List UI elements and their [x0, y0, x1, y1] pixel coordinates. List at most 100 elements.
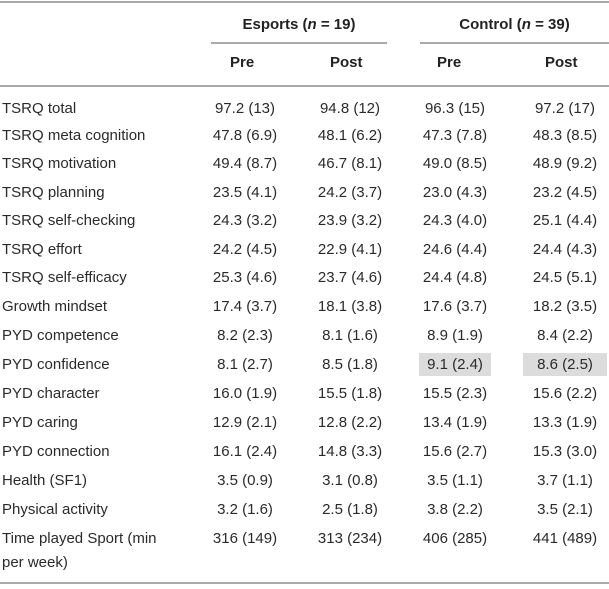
table-row: TSRQ self-checking 24.3 (3.2) 23.9 (3.2) 24… — [0, 208, 609, 237]
row-label: PYD connection — [2, 443, 110, 460]
table-row: PYD caring 12.9 (2.1) 12.8 (2.2) 13.4 (1.9)… — [0, 410, 609, 439]
cell-value: 15.5 (1.8) — [300, 385, 400, 402]
value-text: 9.1 (2.4) — [419, 353, 491, 376]
header-rule — [0, 85, 609, 87]
cell-value: 24.2 (3.7) — [300, 184, 400, 201]
value-text: 316 (149) — [212, 530, 278, 547]
row-label: PYD confidence — [2, 356, 110, 373]
cell-value: 3.7 (1.1) — [515, 472, 609, 489]
value-text: 8.5 (1.8) — [322, 356, 378, 373]
cell-value: 24.4 (4.8) — [405, 269, 505, 286]
value-text: 12.8 (2.2) — [317, 414, 383, 431]
value-text: 24.5 (5.1) — [532, 269, 598, 286]
value-text: 18.1 (3.8) — [317, 298, 383, 315]
cell-value: 3.8 (2.2) — [405, 501, 505, 518]
row-label: Health (SF1) — [2, 472, 88, 489]
value-text: 3.7 (1.1) — [537, 472, 593, 489]
row-label: TSRQ effort — [2, 241, 82, 258]
value-text: 16.1 (2.4) — [212, 443, 278, 460]
value-text: 17.6 (3.7) — [422, 298, 488, 315]
value-text: 96.3 (15) — [424, 100, 486, 117]
value-text: 406 (285) — [422, 530, 488, 547]
table-row: TSRQ total 97.2 (13) 94.8 (12) 96.3 (15) 97.… — [0, 96, 609, 125]
cell-value: 3.5 (0.9) — [195, 472, 295, 489]
cell-value: 2.5 (1.8) — [300, 501, 400, 518]
value-text: 24.3 (3.2) — [212, 212, 278, 229]
value-text: 48.3 (8.5) — [532, 127, 598, 144]
row-label: Time played Sport (min per week) — [2, 527, 157, 575]
cell-value: 17.4 (3.7) — [195, 298, 295, 315]
table-row: Physical activity 3.2 (1.6) 2.5 (1.8) 3.8 (… — [0, 497, 609, 526]
cell-value: 47.8 (6.9) — [195, 127, 295, 144]
cell-value: 97.2 (13) — [195, 100, 295, 117]
group-name: Esports — [242, 16, 299, 33]
cell-value: 23.9 (3.2) — [300, 212, 400, 229]
value-text: 3.1 (0.8) — [322, 472, 378, 489]
value-text: 47.8 (6.9) — [212, 127, 278, 144]
cell-value: 8.5 (1.8) — [300, 356, 400, 373]
value-text: 3.5 (1.1) — [427, 472, 483, 489]
cell-value: 24.4 (4.3) — [515, 241, 609, 258]
value-text: 2.5 (1.8) — [322, 501, 378, 518]
cell-value: 24.6 (4.4) — [405, 241, 505, 258]
value-text: 15.3 (3.0) — [532, 443, 598, 460]
value-text: 24.3 (4.0) — [422, 212, 488, 229]
cell-value: 406 (285) — [405, 530, 505, 547]
cell-value: 24.2 (4.5) — [195, 241, 295, 258]
table-row: PYD connection 16.1 (2.4) 14.8 (3.3) 15.6 (… — [0, 439, 609, 468]
row-label: Physical activity — [2, 501, 108, 518]
cell-value: 17.6 (3.7) — [405, 298, 505, 315]
value-text: 18.2 (3.5) — [532, 298, 598, 315]
value-text: 14.8 (3.3) — [317, 443, 383, 460]
n-label: n — [521, 16, 531, 33]
value-text: 3.5 (2.1) — [537, 501, 593, 518]
value-text: 49.0 (8.5) — [422, 155, 488, 172]
subheader-esports-post: Post — [330, 54, 363, 71]
value-text: 24.4 (4.8) — [422, 269, 488, 286]
value-text: 22.9 (4.1) — [317, 241, 383, 258]
group-name: Control — [459, 16, 513, 33]
value-text: 3.2 (1.6) — [217, 501, 273, 518]
cell-value: 3.1 (0.8) — [300, 472, 400, 489]
row-label: Growth mindset — [2, 298, 108, 315]
cell-value: 15.3 (3.0) — [515, 443, 609, 460]
value-text: 3.5 (0.9) — [217, 472, 273, 489]
cell-value: 97.2 (17) — [515, 100, 609, 117]
value-text: 16.0 (1.9) — [212, 385, 278, 402]
value-text: 313 (234) — [317, 530, 383, 547]
value-text: 8.4 (2.2) — [537, 327, 593, 344]
table-row: Time played Sport (min per week) 316 (149)… — [0, 526, 609, 571]
value-text: 48.9 (9.2) — [532, 155, 598, 172]
value-text: 8.1 (2.7) — [217, 356, 273, 373]
value-text: 441 (489) — [532, 530, 598, 547]
row-label: TSRQ motivation — [2, 155, 117, 172]
table-row: PYD confidence 8.1 (2.7) 8.5 (1.8) 9.1 (2.4… — [0, 352, 609, 381]
cell-value: 12.8 (2.2) — [300, 414, 400, 431]
cell-value: 13.4 (1.9) — [405, 414, 505, 431]
value-text: 24.2 (4.5) — [212, 241, 278, 258]
table-row: Growth mindset 17.4 (3.7) 18.1 (3.8) 17.6 (… — [0, 294, 609, 323]
cell-value: 24.5 (5.1) — [515, 269, 609, 286]
cell-value: 24.3 (3.2) — [195, 212, 295, 229]
group-header-control: Control (n = 39) — [459, 16, 570, 33]
control-underline — [420, 42, 609, 44]
cell-value: 14.8 (3.3) — [300, 443, 400, 460]
value-text: 23.7 (4.6) — [317, 269, 383, 286]
cell-value: 23.5 (4.1) — [195, 184, 295, 201]
table-row: TSRQ planning 23.5 (4.1) 24.2 (3.7) 23.0 (4… — [0, 180, 609, 209]
row-label: PYD character — [2, 385, 100, 402]
group-header-esports: Esports (n = 19) — [242, 16, 356, 33]
cell-value: 96.3 (15) — [405, 100, 505, 117]
value-text: 23.2 (4.5) — [532, 184, 598, 201]
row-label: TSRQ self-efficacy — [2, 269, 127, 286]
value-text: 97.2 (13) — [214, 100, 276, 117]
value-text: 13.4 (1.9) — [422, 414, 488, 431]
cell-value: 46.7 (8.1) — [300, 155, 400, 172]
cell-value: 9.1 (2.4) — [405, 353, 505, 376]
cell-value: 18.1 (3.8) — [300, 298, 400, 315]
table-row: TSRQ motivation 49.4 (8.7) 46.7 (8.1) 49.0 … — [0, 151, 609, 180]
cell-value: 313 (234) — [300, 530, 400, 547]
cell-value: 25.3 (4.6) — [195, 269, 295, 286]
row-label-line: Time played Sport (min — [2, 530, 157, 547]
n-value: = 39) — [530, 16, 570, 33]
